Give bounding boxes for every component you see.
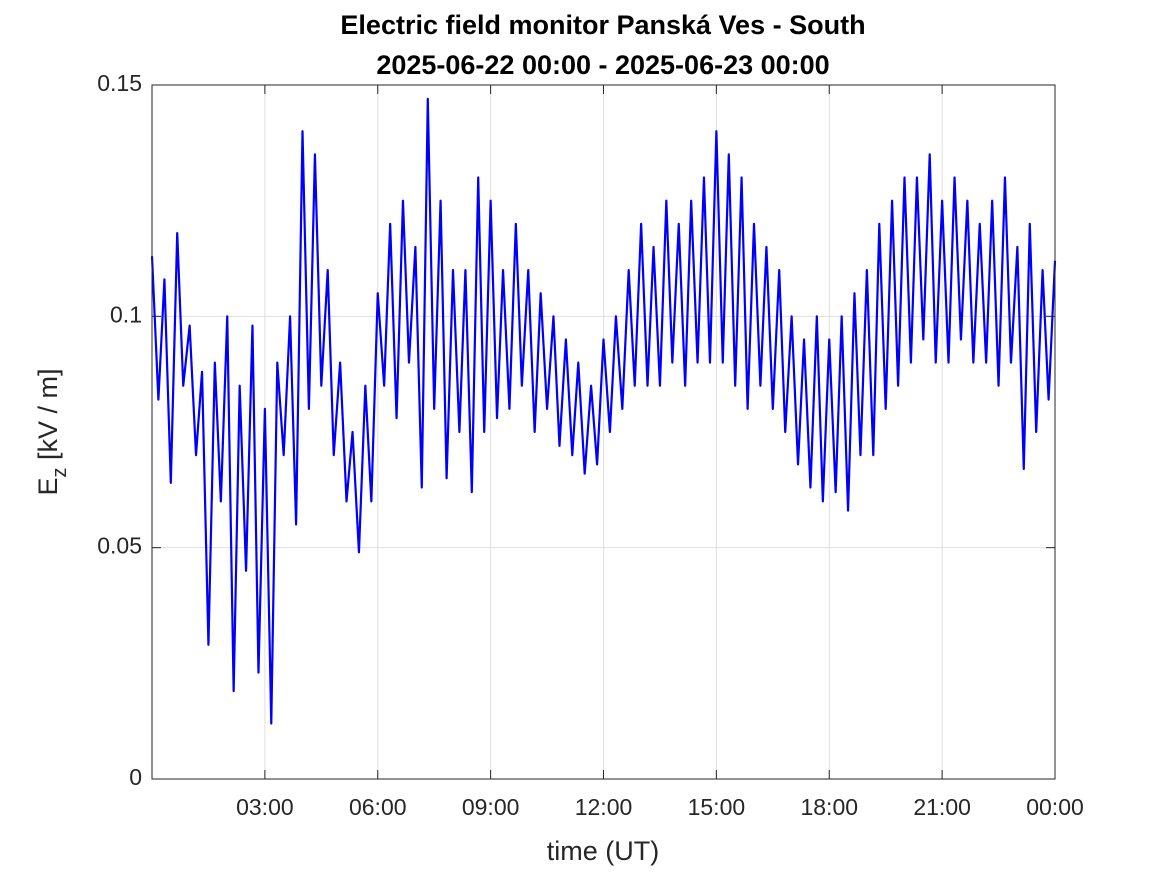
y-label-unit: [kV / m] [33,368,63,467]
y-tick-label: 0.15 [97,70,142,96]
x-tick-label: 15:00 [688,794,746,820]
x-tick-label: 03:00 [236,794,294,820]
x-tick-label: 21:00 [913,794,971,820]
y-axis-label: Ez [kV / m] [33,368,71,495]
x-tick-label: 00:00 [1026,794,1084,820]
y-label-main: E [33,478,63,496]
x-axis-label: time (UT) [547,836,659,866]
x-tick-label: 12:00 [575,794,633,820]
y-tick-label: 0.1 [110,301,142,327]
x-tick-label: 18:00 [800,794,858,820]
y-label-subscript: z [49,468,71,478]
chart-title: Electric field monitor Panská Ves - Sout… [340,10,865,40]
plot-frame [151,84,1056,780]
y-tick-label: 0.05 [97,533,142,559]
chart-subtitle: 2025-06-22 00:00 - 2025-06-23 00:00 [376,50,829,80]
y-tick-label: 0 [129,764,142,790]
x-tick-label: 06:00 [349,794,407,820]
data-line [150,97,1057,725]
x-tick-label: 09:00 [462,794,520,820]
